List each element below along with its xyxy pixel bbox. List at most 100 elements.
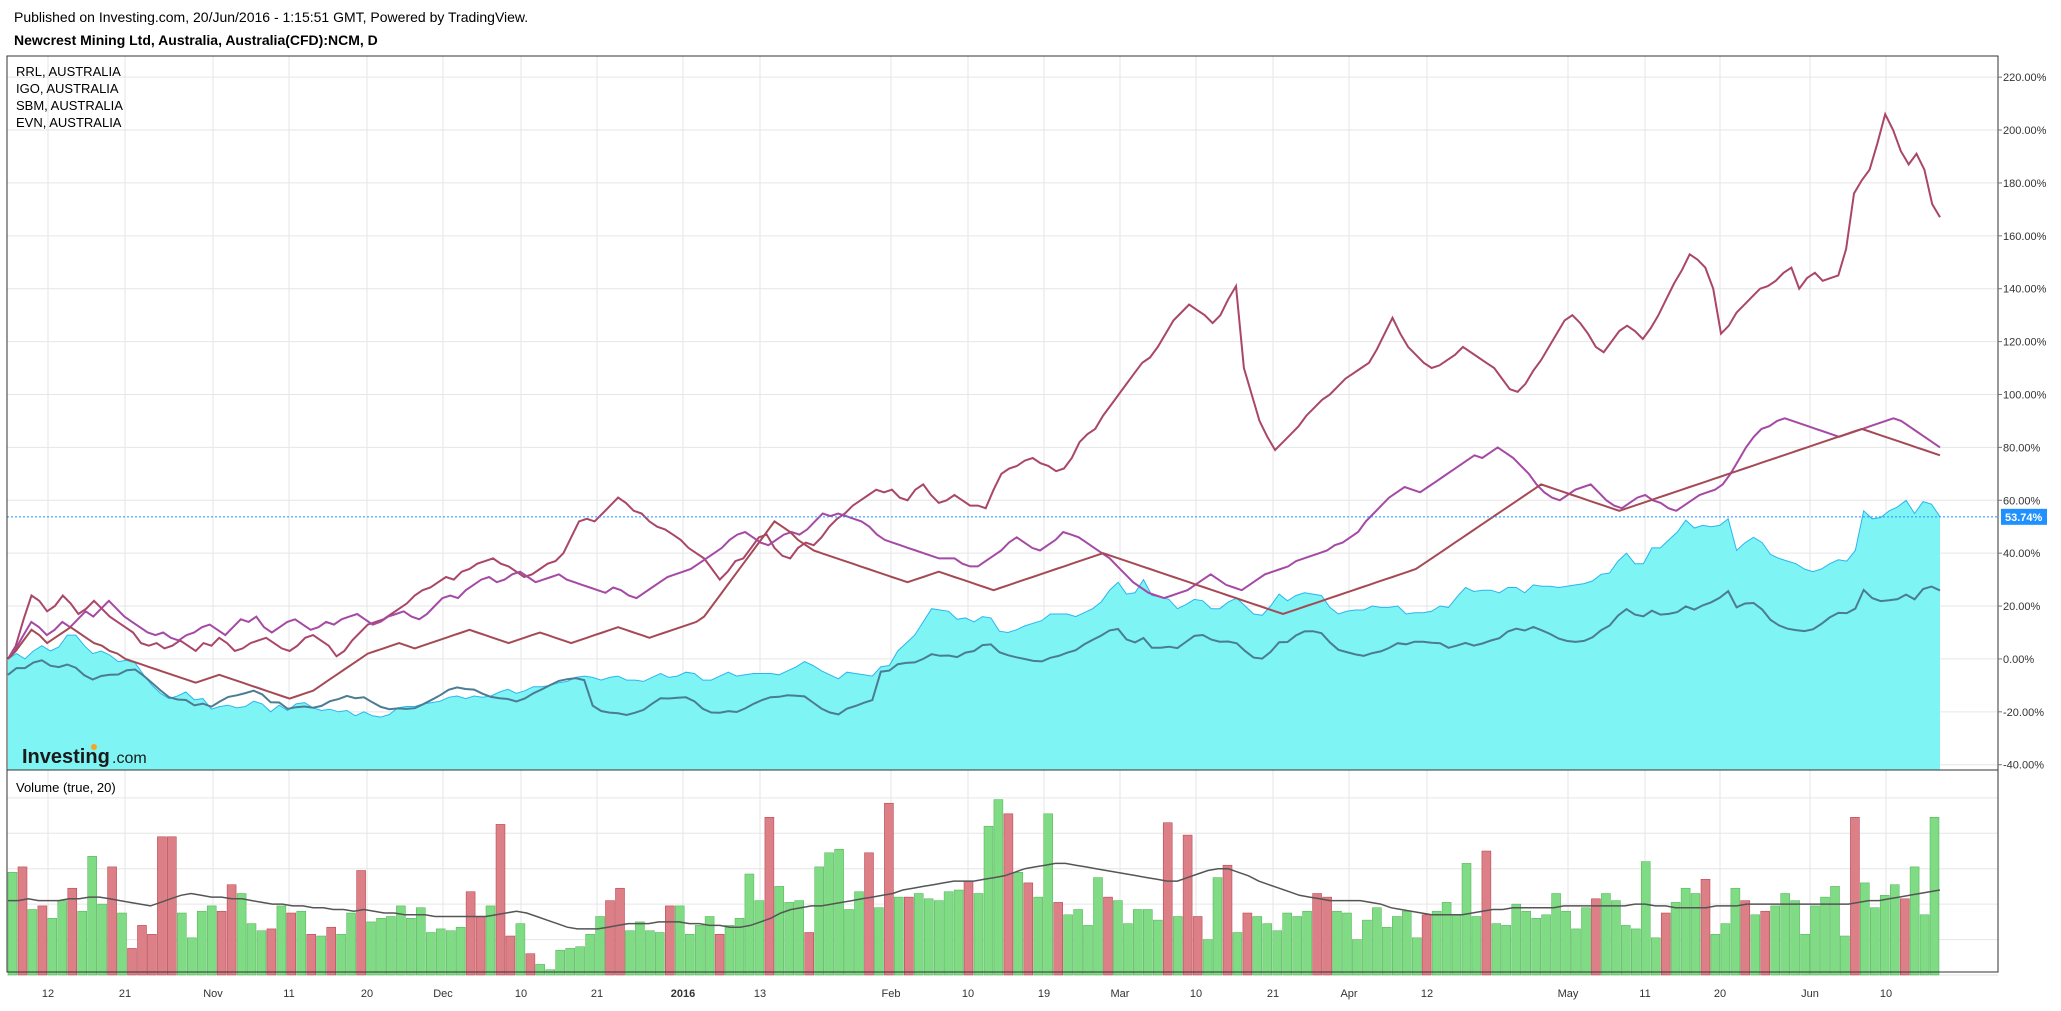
- volume-bar: [734, 918, 745, 976]
- y-tick-label: 220.00%: [2003, 72, 2047, 84]
- volume-bar: [1282, 912, 1292, 976]
- x-tick-label: May: [1558, 988, 1579, 1000]
- volume-bar: [445, 930, 456, 976]
- volume-bar: [266, 928, 277, 976]
- volume-bar: [475, 916, 486, 976]
- logo-main: Investing: [22, 746, 110, 768]
- volume-bar: [455, 926, 466, 976]
- volume-bar: [1093, 877, 1103, 976]
- volume-bar: [157, 836, 167, 976]
- x-tick-label: 12: [42, 988, 54, 1000]
- volume-bar: [1003, 813, 1014, 976]
- volume-bar: [1601, 893, 1611, 976]
- volume-bar: [67, 887, 78, 976]
- y-tick-label: 60.00%: [2003, 495, 2041, 507]
- volume-bar: [1222, 864, 1233, 976]
- volume-bar: [1421, 914, 1432, 976]
- volume-bar: [1481, 850, 1492, 976]
- volume-bar: [1292, 916, 1302, 976]
- comparison-series: [7, 111, 1998, 717]
- volume-bar: [1053, 902, 1063, 976]
- volume-bar: [1262, 923, 1273, 976]
- volume-bar: [57, 900, 68, 976]
- volume-bar: [1332, 910, 1342, 976]
- volume-bar: [1840, 935, 1850, 976]
- volume-bar: [1919, 914, 1930, 976]
- volume-bar: [1870, 907, 1880, 976]
- volume-bar: [864, 852, 874, 976]
- volume-bar: [963, 880, 974, 976]
- volume-bar: [645, 930, 655, 976]
- volume-bar: [1670, 902, 1681, 976]
- ncm-area-line: [7, 499, 1941, 718]
- volume-bar: [1830, 886, 1840, 976]
- volume-bar: [655, 932, 665, 976]
- volume-bar: [1770, 905, 1780, 976]
- volume-bar: [296, 910, 307, 976]
- volume-bar: [1252, 916, 1263, 976]
- volume-bar: [1561, 910, 1571, 976]
- volume-bar: [605, 900, 615, 976]
- volume-bar: [276, 905, 287, 976]
- volume-bar: [1043, 813, 1053, 976]
- volume-bar: [665, 905, 675, 976]
- volume-bar: [595, 916, 605, 976]
- volume-bar: [684, 934, 695, 976]
- volume-bar: [1302, 910, 1312, 976]
- volume-bar: [1143, 909, 1153, 976]
- volume-bar: [196, 910, 207, 976]
- x-tick-label: Jun: [1801, 988, 1819, 1000]
- volume-bar: [1401, 910, 1412, 976]
- volume-bar: [1899, 898, 1910, 976]
- volume-bar: [814, 866, 824, 976]
- volume-bar: [27, 909, 38, 976]
- volume-bar: [435, 928, 446, 976]
- volume-bar: [356, 870, 366, 976]
- axes: 220.00%200.00%180.00%160.00%140.00%120.0…: [42, 72, 2047, 1000]
- volume-bar: [1441, 902, 1452, 976]
- volume-bar: [1073, 909, 1083, 976]
- volume-bar: [1192, 916, 1203, 976]
- volume-bar: [346, 912, 356, 976]
- volume-bar: [724, 925, 735, 976]
- volume-bar: [1640, 861, 1651, 976]
- volume-bar: [505, 935, 516, 976]
- volume-bar: [854, 891, 864, 976]
- volume-bar: [1272, 930, 1283, 976]
- volume-bar: [1471, 916, 1482, 976]
- published-caption: Published on Investing.com, 20/Jun/2016 …: [14, 9, 529, 25]
- y-tick-label: 200.00%: [2003, 125, 2047, 137]
- x-tick-label: 21: [119, 988, 131, 1000]
- x-tick-label: 10: [962, 988, 974, 1000]
- volume-bar: [993, 799, 1004, 976]
- x-tick-label: 2016: [671, 988, 695, 1000]
- series-line-igo: [7, 417, 1941, 660]
- volume-bar: [1800, 934, 1810, 976]
- volume-bar: [1372, 907, 1382, 976]
- volume-bar: [1879, 895, 1890, 976]
- volume-bar: [97, 903, 107, 976]
- x-tick-label: 19: [1038, 988, 1050, 1000]
- volume-bar: [983, 825, 994, 976]
- volume-bars: [7, 799, 1941, 976]
- ncm-area-fill: [8, 500, 1940, 770]
- volume-bar: [1909, 866, 1920, 976]
- volume-bar: [1700, 879, 1711, 976]
- volume-bar: [1929, 817, 1940, 976]
- y-tick-label: 20.00%: [2003, 601, 2041, 613]
- volume-ma-line: [8, 862, 1941, 930]
- x-tick-label: 20: [361, 988, 373, 1000]
- volume-bar: [1790, 900, 1800, 976]
- volume-bar: [485, 905, 496, 976]
- volume-bar: [1362, 919, 1372, 976]
- chart-frame: [6, 55, 1999, 973]
- volume-bar: [386, 916, 396, 976]
- volume-bar: [127, 948, 137, 976]
- volume-bar: [376, 918, 386, 976]
- legend: RRL, AUSTRALIA IGO, AUSTRALIA SBM, AUSTR…: [16, 64, 123, 130]
- volume-bar: [187, 937, 197, 976]
- chart-title: Newcrest Mining Ltd, Australia, Australi…: [14, 32, 378, 48]
- volume-bar: [326, 926, 336, 976]
- volume-bar: [575, 946, 585, 976]
